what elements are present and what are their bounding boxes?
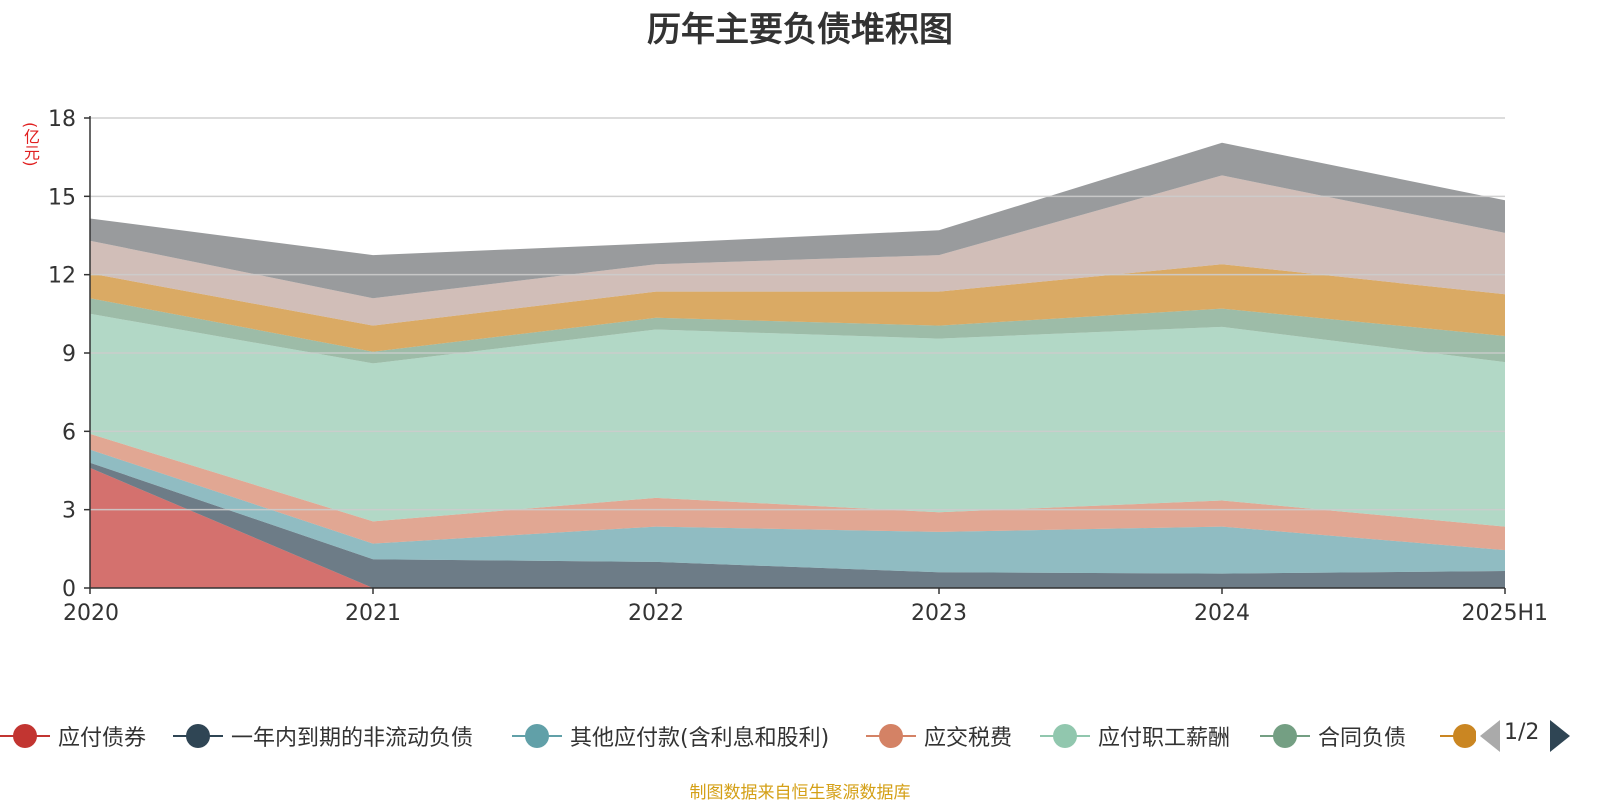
x-tick-label: 2021 bbox=[345, 601, 401, 626]
legend-item[interactable]: 合同负债 bbox=[1260, 716, 1406, 756]
area-series-2 bbox=[90, 462, 1505, 588]
x-tick-label: 2025H1 bbox=[1461, 601, 1548, 626]
legend-symbol-icon bbox=[866, 724, 916, 748]
y-tick-label: 3 bbox=[62, 499, 76, 524]
legend-item[interactable]: 应付债券 bbox=[0, 716, 146, 756]
legend-symbol-icon bbox=[173, 724, 223, 748]
legend-page-indicator: 1/2 bbox=[1504, 720, 1540, 745]
legend-item[interactable]: 应交税费 bbox=[866, 716, 1012, 756]
legend-label: 其他应付款(含利息和股利) bbox=[570, 726, 830, 751]
chart-plot: 0 3 6 9 12 15 18 2020 2021 2022 2023 2024 2025H1 bbox=[48, 107, 1548, 626]
area-series-3 bbox=[90, 449, 1505, 574]
legend-next-page-icon[interactable] bbox=[1550, 720, 1570, 752]
legend-label: 一年内到期的非流动负债 bbox=[231, 726, 474, 751]
chart-title: 历年主要负债堆积图 bbox=[647, 10, 953, 50]
area-series-8 bbox=[90, 175, 1505, 326]
legend-symbol-icon bbox=[1040, 724, 1090, 748]
legend-item-partial[interactable] bbox=[1440, 716, 1476, 756]
legend-item[interactable]: 一年内到期的非流动负债 bbox=[173, 716, 473, 756]
legend-label: 应交税费 bbox=[924, 726, 1013, 751]
source-note: 制图数据来自恒生聚源数据库 bbox=[689, 783, 911, 803]
legend-label: 应付债券 bbox=[58, 726, 147, 751]
legend-prev-page-icon[interactable] bbox=[1480, 720, 1500, 752]
area-series-4 bbox=[90, 433, 1505, 551]
legend-symbol-icon bbox=[0, 724, 50, 748]
legend-item[interactable]: 其他应付款(含利息和股利) bbox=[512, 716, 829, 756]
y-tick-label: 9 bbox=[62, 342, 76, 367]
legend: 应付债券 一年内到期的非流动负债 其他应付款(含利息和股利) 应交税费 应付职工薪酬 合同… bbox=[0, 716, 1600, 756]
area-series-7 bbox=[90, 264, 1505, 352]
area-series-5 bbox=[90, 313, 1505, 527]
x-tick-label: 2020 bbox=[63, 601, 119, 626]
y-tick-label: 15 bbox=[48, 185, 76, 210]
x-tick-label: 2022 bbox=[628, 601, 684, 626]
area-series-1 bbox=[90, 467, 1505, 588]
legend-symbol-icon bbox=[1260, 724, 1310, 748]
legend-symbol-icon bbox=[512, 724, 562, 748]
x-tick-label: 2024 bbox=[1194, 601, 1250, 626]
legend-label: 合同负债 bbox=[1318, 726, 1407, 751]
y-axis-unit: (亿元) bbox=[21, 122, 40, 167]
legend-pager: 1/2 bbox=[1480, 716, 1600, 756]
legend-item[interactable]: 应付职工薪酬 bbox=[1040, 716, 1230, 756]
area-series-6 bbox=[90, 298, 1505, 364]
y-tick-label: 12 bbox=[48, 264, 76, 289]
area-series-9 bbox=[90, 142, 1505, 299]
legend-label: 应付职工薪酬 bbox=[1098, 726, 1231, 751]
x-tick-label: 2023 bbox=[911, 601, 967, 626]
legend-symbol-partial bbox=[1440, 724, 1476, 748]
y-tick-label: 18 bbox=[48, 107, 76, 132]
y-tick-label: 6 bbox=[62, 420, 76, 445]
y-tick-label: 0 bbox=[62, 577, 76, 602]
